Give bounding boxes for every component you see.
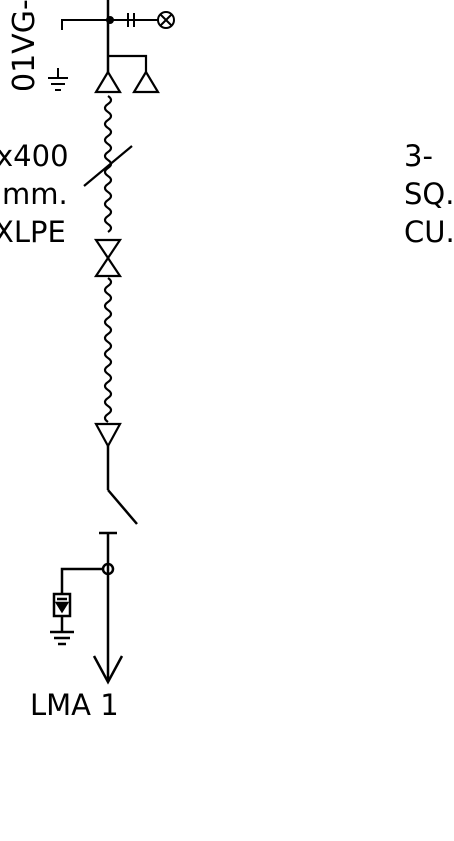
indicator-lamp-branch bbox=[61, 11, 175, 30]
cable-wavy-section-2 bbox=[103, 277, 113, 423]
surge-arrester-branch bbox=[108, 54, 160, 94]
right-cable-material-text: CU. bbox=[404, 215, 454, 249]
vertical-tag-label: 01VG- bbox=[7, 0, 42, 92]
cable-termination-top bbox=[94, 69, 122, 94]
cable-size-text: x400 bbox=[0, 139, 69, 173]
right-cable-count-text: 3- bbox=[404, 139, 433, 173]
load-label: LMA 1 bbox=[30, 688, 119, 722]
cable-type-text: XLPE bbox=[0, 215, 66, 249]
cable-slash-mark bbox=[83, 145, 133, 187]
cable-joint-symbol bbox=[93, 238, 123, 278]
cable-termination-bottom bbox=[94, 422, 122, 449]
load-arrow-head bbox=[92, 655, 124, 685]
right-cable-unit-text: SQ. bbox=[404, 177, 454, 211]
earthing-branch bbox=[50, 562, 115, 646]
cable-unit-text: mm. bbox=[2, 177, 68, 211]
disconnect-switch-blade bbox=[107, 489, 138, 525]
ground-symbol-top bbox=[48, 68, 68, 91]
